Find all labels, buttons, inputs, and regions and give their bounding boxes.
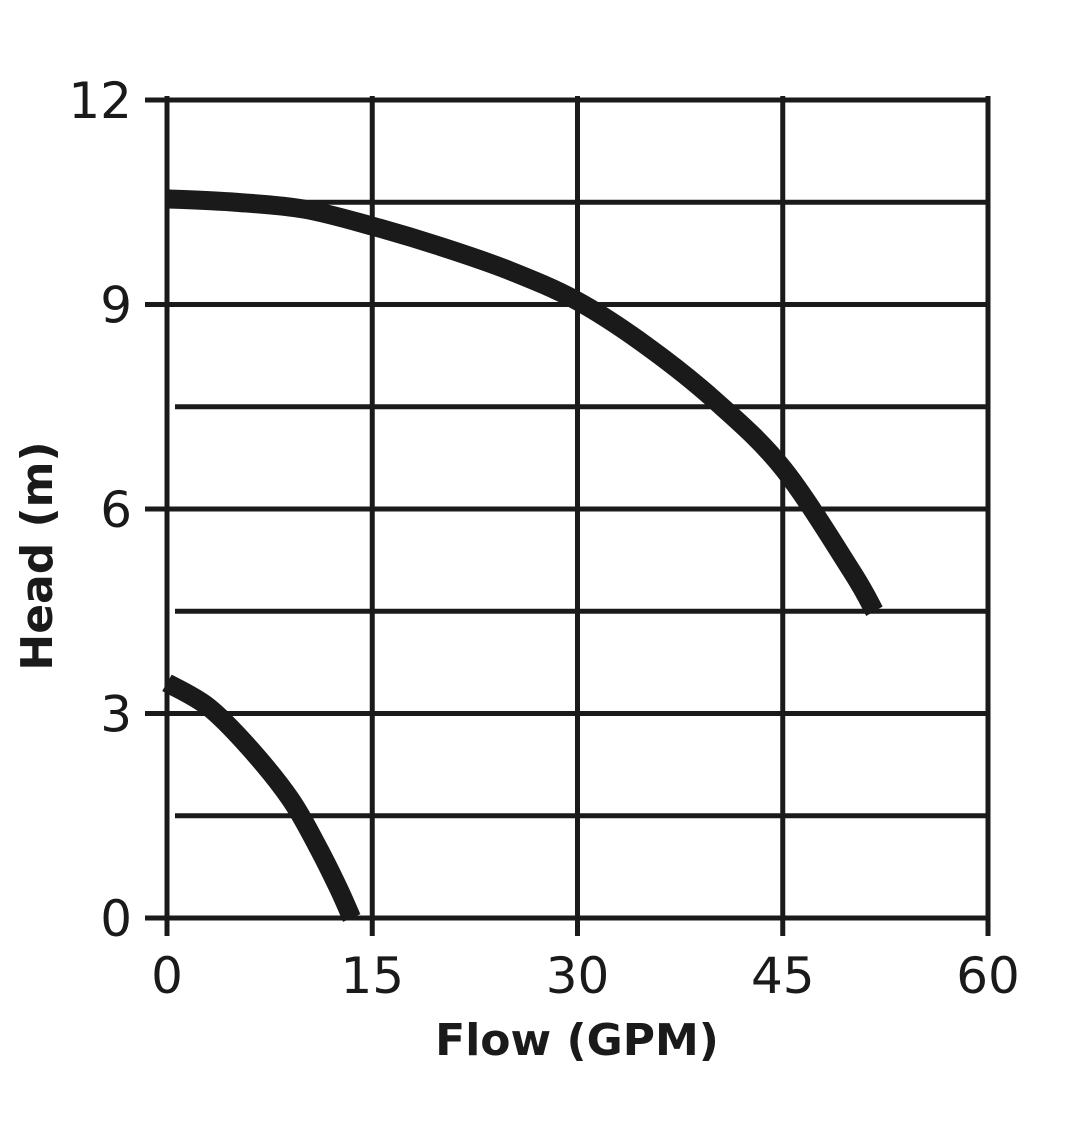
x-tick-label: 0 <box>151 947 183 1005</box>
x-tick-label: 60 <box>956 947 1020 1005</box>
x-tick-label: 45 <box>751 947 815 1005</box>
x-tick-label: 15 <box>340 947 404 1005</box>
tick-labels: 0 15 30 45 60 0 3 6 9 12 <box>68 72 1019 1005</box>
y-axis-title: Head (m) <box>12 441 63 670</box>
x-tick-label: 30 <box>546 947 610 1005</box>
series-layer <box>162 189 883 922</box>
y-tick-label: 0 <box>100 890 132 948</box>
y-tick-label: 9 <box>100 277 132 335</box>
y-tick-label: 12 <box>68 72 132 130</box>
x-axis-title: Flow (GPM) <box>435 1015 719 1066</box>
series-line-1 <box>166 189 883 616</box>
y-tick-label: 6 <box>100 481 132 539</box>
y-tick-label: 3 <box>100 686 132 744</box>
series-line-2 <box>162 674 361 922</box>
grid <box>145 96 991 936</box>
